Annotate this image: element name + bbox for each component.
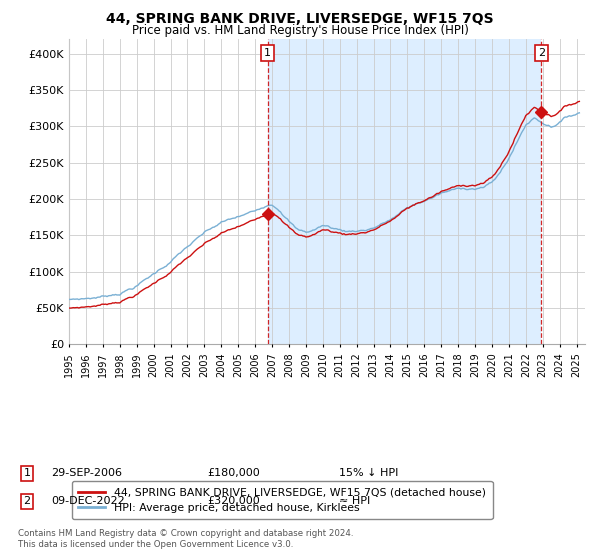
Text: 09-DEC-2022: 09-DEC-2022 <box>51 496 125 506</box>
Text: Contains HM Land Registry data © Crown copyright and database right 2024.
This d: Contains HM Land Registry data © Crown c… <box>18 529 353 549</box>
Text: £180,000: £180,000 <box>207 468 260 478</box>
Text: 2: 2 <box>23 496 31 506</box>
Text: £320,000: £320,000 <box>207 496 260 506</box>
Text: Price paid vs. HM Land Registry's House Price Index (HPI): Price paid vs. HM Land Registry's House … <box>131 24 469 36</box>
Text: 1: 1 <box>264 48 271 58</box>
Bar <box>268 39 541 344</box>
Text: ≈ HPI: ≈ HPI <box>339 496 370 506</box>
Text: 2: 2 <box>538 48 545 58</box>
Text: 44, SPRING BANK DRIVE, LIVERSEDGE, WF15 7QS: 44, SPRING BANK DRIVE, LIVERSEDGE, WF15 … <box>106 12 494 26</box>
Legend: 44, SPRING BANK DRIVE, LIVERSEDGE, WF15 7QS (detached house), HPI: Average price: 44, SPRING BANK DRIVE, LIVERSEDGE, WF15 … <box>72 481 493 520</box>
Text: 29-SEP-2006: 29-SEP-2006 <box>51 468 122 478</box>
Text: 1: 1 <box>23 468 31 478</box>
Text: 15% ↓ HPI: 15% ↓ HPI <box>339 468 398 478</box>
